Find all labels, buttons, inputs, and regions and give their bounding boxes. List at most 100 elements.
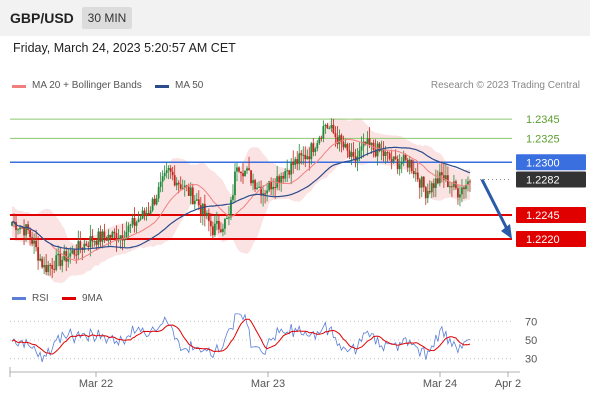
candle-body [254,180,256,190]
rsi-legend-swatch [12,297,26,300]
rsi-level-label: 70 [525,316,537,328]
candle-body [115,233,118,241]
candle-body [55,255,58,270]
candle-body [35,240,38,248]
candle-body [402,154,405,163]
candle-body [217,220,220,230]
ma50-legend-swatch [155,85,169,88]
candle-body [461,187,463,195]
candle-body [73,250,76,255]
candle-body [440,172,443,176]
candle-body [211,226,214,236]
candle-body [163,173,166,177]
timeframe-button[interactable]: 30 MIN [82,7,132,29]
candle-body [308,156,311,160]
candle-body [394,156,397,159]
candle-body [292,161,295,165]
candle-body [143,210,146,215]
candle-body [242,173,244,177]
candle-body [141,210,144,219]
candle-body [25,224,27,236]
candle-body [103,231,106,238]
candle-body [444,175,447,181]
candle-body [404,154,407,160]
candle-body [107,234,110,241]
candle-body [406,159,409,168]
candle-body [127,225,130,232]
candle-body [89,236,92,248]
candle-body [248,168,250,171]
candle-body [348,150,351,157]
candle-body [304,154,307,160]
candle-body [226,217,228,220]
candle-body [113,231,116,234]
candle-body [463,187,465,190]
candle-body [213,223,216,236]
candle-body [364,141,367,145]
candle-body [332,124,335,134]
candle-body [137,219,140,223]
candle-body [322,126,325,139]
candle-body [244,170,246,177]
candle-body [97,231,100,245]
candle-body [197,199,200,206]
candle-body [147,213,150,215]
candle-body [149,210,152,214]
candle-body [442,175,445,181]
candle-body [77,241,80,255]
candle-body [282,175,285,179]
rsi-level-label: 30 [525,354,537,366]
candle-body [414,172,417,175]
candle-body [45,265,48,273]
candle-body [324,124,327,127]
copyright-text: Research © 2023 Trading Central [430,80,580,91]
candle-body [177,182,180,185]
ma50-line [12,146,471,250]
ma20-legend-swatch [12,85,26,88]
candle-body [111,231,114,238]
candle-body [207,212,210,221]
candle-body [31,237,33,244]
candle-body [167,168,170,171]
candle-body [310,143,313,160]
candle-body [53,268,56,270]
candle-body [362,141,365,147]
candle-body [316,143,319,149]
candle-body [252,180,254,184]
rsi-line [11,313,471,363]
candle-body [467,181,469,185]
candle-body [360,146,363,151]
candle-body [236,167,238,172]
candle-body [173,175,176,186]
candle-body [189,187,192,197]
candle-body [270,181,273,190]
rsi-9ma-line [11,318,471,355]
candle-body [87,245,90,248]
level-tag-label: 1.2282 [526,175,560,187]
candle-body [453,181,455,187]
candle-body [37,247,40,261]
candle-body [11,221,13,226]
candle-body [61,259,64,266]
candle-body [33,240,35,244]
candle-body [306,156,309,160]
candle-body [139,218,142,220]
candle-body [346,144,349,151]
candle-body [451,186,453,188]
candle-body [220,229,222,232]
ma20-line [12,138,471,262]
candle-body [298,153,301,164]
candle-body [215,220,218,224]
forecast-arrow-head [501,223,512,239]
level-tag-bg [516,171,586,188]
candle-body [400,162,403,165]
candle-body [434,178,437,188]
level-tag-bg [516,154,586,171]
candle-body [418,179,421,188]
candle-body [384,152,387,156]
candle-body [268,181,271,191]
candle-body [59,253,62,266]
level-tag-label: 1.2300 [526,157,560,169]
candle-body [21,227,23,229]
